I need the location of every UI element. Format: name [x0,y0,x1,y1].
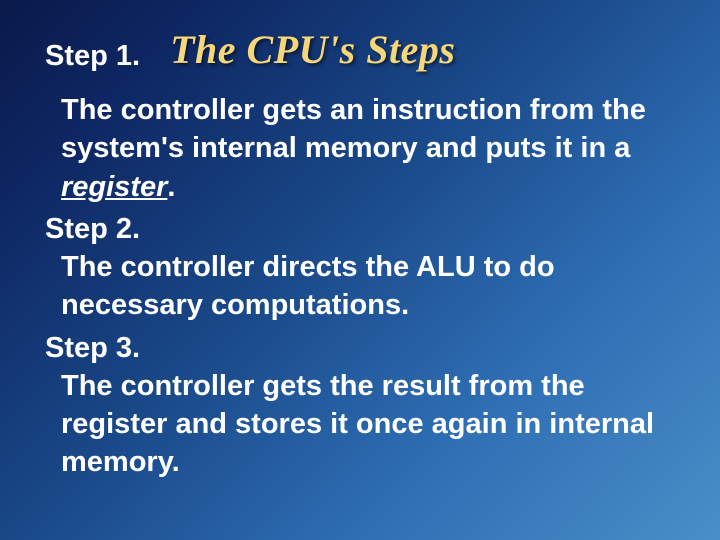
step-1-emphasis: register [61,171,167,203]
step-3-body: The controller gets the result from the … [61,367,675,482]
step-1-label: Step 1. [45,12,170,73]
step-1-post: . [167,171,175,203]
content-block: The controller gets an instruction from … [45,91,675,482]
step-3-label: Step 3. [45,329,675,367]
step-2-body: The controller directs the ALU to do nec… [61,248,675,325]
step-2-label: Step 2. [45,210,675,248]
header-row: Step 1. The CPU's Steps [45,12,675,73]
slide-title: The CPU's Steps [170,26,455,73]
step-1-pre: The controller gets an instruction from … [61,94,646,164]
step-1-body: The controller gets an instruction from … [61,91,675,206]
slide-container: Step 1. The CPU's Steps The controller g… [0,0,720,540]
